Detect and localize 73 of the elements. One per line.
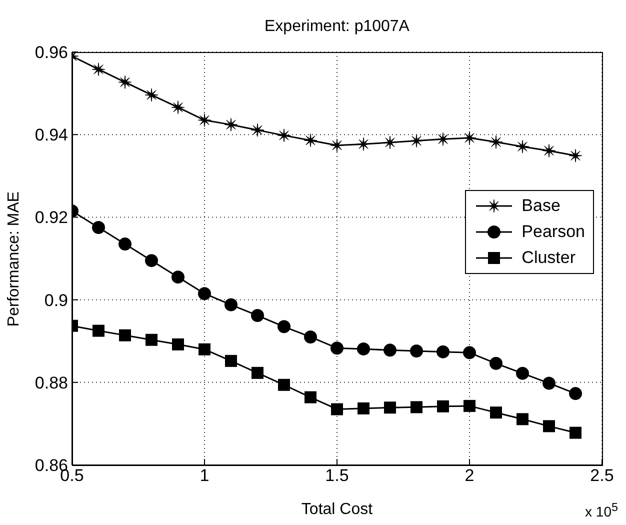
point (516, 140, 530, 154)
point (172, 338, 184, 350)
chart-title: Experiment: p1007A (264, 18, 410, 36)
point (252, 366, 264, 379)
point (542, 376, 556, 390)
point (92, 221, 105, 234)
point (357, 342, 370, 356)
point (92, 62, 106, 76)
point (436, 132, 450, 146)
point (171, 100, 185, 114)
point (358, 402, 370, 414)
point (464, 400, 476, 412)
legend-label: Pearson (522, 221, 585, 243)
text: x 10$^{5}$ (585, 501, 618, 520)
legend-label: Base (522, 195, 560, 217)
point (146, 334, 158, 346)
point (304, 134, 318, 148)
point (330, 342, 344, 355)
point (331, 403, 343, 416)
y-tick-label: 0.9 (44, 290, 68, 310)
x-axis-title: Total Cost (301, 501, 374, 518)
point (92, 324, 104, 337)
point (489, 135, 503, 149)
x-tick-label: 1.5 (325, 466, 349, 486)
point (198, 113, 212, 127)
point (330, 138, 344, 152)
point (410, 401, 422, 414)
point (118, 75, 132, 89)
y-tick-label: 0.96 (34, 43, 68, 62)
point (490, 406, 502, 419)
point (250, 123, 264, 137)
point (542, 144, 556, 158)
point (225, 354, 237, 367)
point (384, 402, 396, 414)
point (224, 118, 238, 132)
point (277, 128, 291, 142)
y-tick-label: 0.94 (34, 126, 68, 145)
point (383, 136, 397, 150)
point (570, 426, 582, 439)
point (516, 413, 528, 426)
point (251, 308, 264, 322)
point (278, 320, 290, 334)
point (437, 400, 449, 412)
y-tick-label: 0.92 (34, 208, 68, 228)
point (463, 346, 476, 360)
point (543, 420, 555, 432)
legend-label: Cluster (522, 247, 576, 269)
y-tick-label: 0.88 (34, 373, 68, 392)
point (384, 344, 396, 357)
point (516, 366, 529, 380)
point (198, 343, 210, 356)
x-tick-label: 2 (464, 466, 474, 486)
point (119, 329, 131, 342)
point (410, 134, 424, 148)
point (490, 356, 502, 370)
point (304, 330, 317, 344)
point (198, 287, 211, 300)
point (356, 137, 370, 151)
point (145, 254, 158, 268)
point (568, 148, 582, 162)
point (172, 270, 184, 284)
point (118, 238, 132, 251)
point (410, 344, 423, 358)
point (304, 391, 316, 404)
x-tick-label: 1 (200, 466, 210, 486)
point (144, 88, 158, 102)
y-axis-title: Performance: MAE (6, 190, 24, 326)
point (436, 345, 450, 358)
point (462, 131, 476, 145)
x-tick-label: 2.5 (590, 466, 614, 486)
point (569, 387, 582, 400)
point (224, 298, 238, 312)
point (278, 378, 290, 391)
